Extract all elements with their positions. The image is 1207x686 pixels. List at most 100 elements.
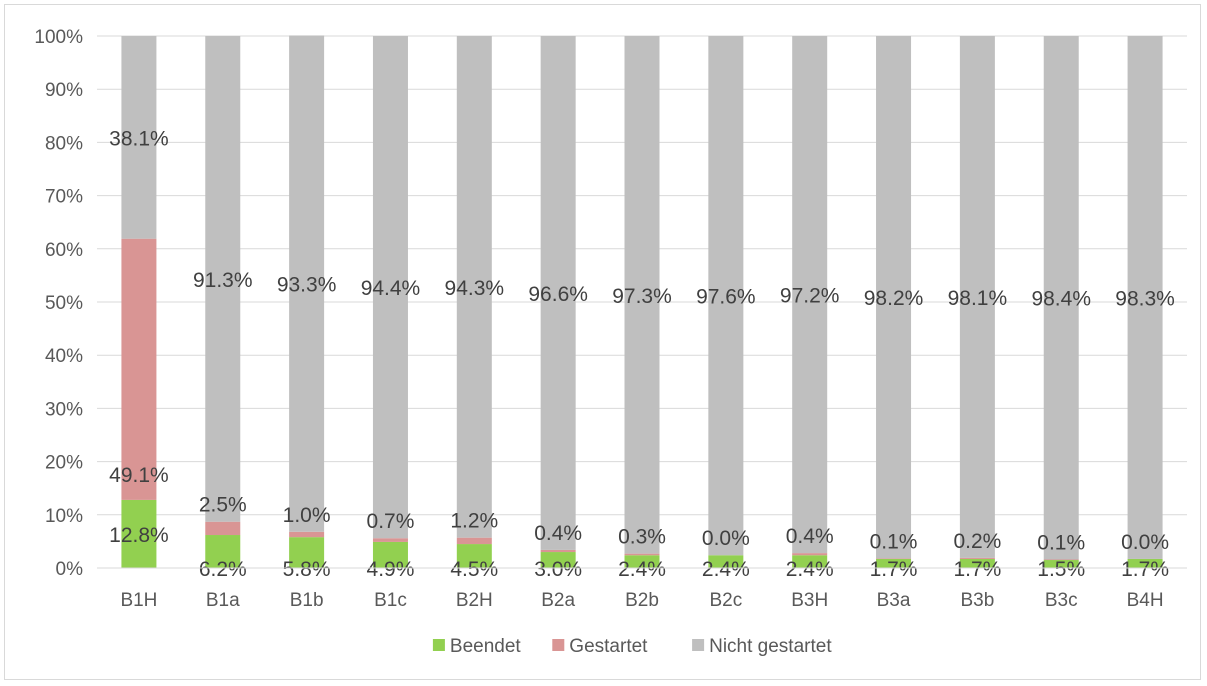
data-label: 2.4% (786, 558, 834, 581)
bar-segment-beendet (372, 541, 408, 568)
data-label: 98.1% (948, 287, 1008, 310)
data-label: 0.7% (367, 510, 415, 533)
bar-segment-nicht-gestartet (121, 36, 157, 239)
bar-segment-nicht-gestartet (1127, 36, 1163, 559)
legend-label: Nicht gestartet (709, 636, 832, 657)
data-label: 98.2% (864, 287, 924, 310)
y-tick-label: 50% (45, 293, 83, 314)
data-label: 12.8% (109, 524, 169, 547)
data-label: 0.1% (1037, 531, 1085, 554)
x-tick-label: B3H (791, 590, 828, 611)
data-label: 96.6% (528, 283, 588, 306)
stacked-percent-bar-chart: 0% 10% 20% 30% 40% 50% 60% 70% 80% 90% 100% 12.8% 4… (34, 27, 1187, 657)
y-axis-ticks: 0% 10% 20% 30% 40% 50% 60% 70% 80% 90% 100% (34, 27, 83, 580)
legend-label: Beendet (450, 636, 522, 657)
bar-segment-beendet (289, 537, 325, 568)
bar-segment-beendet (121, 499, 157, 568)
data-label: 1.2% (450, 510, 498, 533)
bar-segment-gestartet (205, 521, 241, 536)
data-label: 93.3% (277, 274, 337, 297)
data-label: 1.7% (870, 558, 918, 581)
legend-swatch (432, 639, 445, 651)
bar-segment-beendet (959, 558, 995, 568)
x-tick-label: B1c (374, 590, 407, 611)
bar-segment-beendet (708, 555, 744, 568)
data-label: 98.4% (1031, 288, 1091, 311)
bar-segment-gestartet (289, 531, 325, 538)
data-label: 4.5% (450, 558, 498, 581)
legend-swatch (692, 639, 705, 651)
data-label: 1.5% (1037, 558, 1085, 581)
legend-swatch (552, 639, 565, 651)
data-label: 0.4% (786, 525, 834, 548)
data-label: 1.0% (283, 504, 331, 527)
x-tick-label: B2H (456, 590, 493, 611)
y-tick-label: 20% (45, 453, 83, 474)
y-tick-label: 30% (45, 399, 83, 420)
bar-segment-gestartet (959, 557, 995, 559)
y-tick-label: 0% (56, 559, 84, 580)
data-label: 0.0% (702, 527, 750, 550)
bar-segment-nicht-gestartet (540, 36, 576, 550)
data-label: 97.3% (612, 285, 672, 308)
bar-segment-nicht-gestartet (1043, 36, 1079, 560)
x-tick-label: B2b (625, 590, 659, 611)
bar-segment-nicht-gestartet (205, 36, 241, 522)
bar-segment-nicht-gestartet (289, 35, 325, 532)
x-tick-label: B3b (960, 590, 994, 611)
data-label: 2.5% (199, 494, 247, 517)
bar-segment-nicht-gestartet (456, 36, 492, 538)
bar-segment-gestartet (1043, 559, 1079, 561)
bar-segment-beendet (205, 535, 241, 568)
data-label: 5.8% (283, 558, 331, 581)
y-tick-label: 90% (45, 80, 83, 101)
data-label: 0.0% (1121, 531, 1169, 554)
data-label: 97.6% (696, 286, 756, 309)
bar-segment-beendet (792, 555, 828, 568)
x-tick-label: B1H (120, 590, 157, 611)
data-label: 38.1% (109, 127, 169, 150)
bar-segment-beendet (1043, 560, 1079, 568)
bar-segment-nicht-gestartet (959, 36, 995, 558)
data-label: 1.7% (1121, 558, 1169, 581)
y-tick-label: 10% (45, 506, 83, 527)
bar-segment-gestartet (876, 558, 912, 559)
x-tick-label: B2c (709, 590, 742, 611)
bar-segment-gestartet (121, 238, 157, 500)
data-label: 91.3% (193, 269, 253, 292)
data-label: 4.9% (367, 558, 415, 581)
bar-segment-gestartet (792, 553, 828, 556)
bar-segment-beendet (624, 555, 660, 568)
data-labels: 12.8% 49.1% 38.1% 6.2% 2.5% 91.3% 5.8% 1.0% 93.3… (109, 127, 1175, 581)
bar-segment-nicht-gestartet (624, 36, 660, 554)
y-tick-label: 40% (45, 346, 83, 367)
bar-segment-gestartet (372, 538, 408, 542)
bars (121, 35, 1163, 568)
bar-segment-gestartet (624, 553, 660, 556)
x-tick-label: B3c (1045, 590, 1078, 611)
bar-segment-beendet (876, 558, 912, 568)
data-label: 0.2% (953, 530, 1001, 553)
x-tick-label: B1b (290, 590, 324, 611)
bar-segment-nicht-gestartet (708, 36, 744, 556)
bar-segment-beendet (456, 544, 492, 568)
y-tick-label: 80% (45, 133, 83, 154)
data-label: 97.2% (780, 285, 840, 308)
x-tick-label: B4H (1127, 590, 1164, 611)
data-label: 0.1% (870, 530, 918, 553)
bar-segment-beendet (540, 552, 576, 568)
data-label: 94.4% (361, 277, 421, 300)
y-tick-label: 100% (34, 27, 83, 48)
x-tick-label: B2a (541, 590, 575, 611)
data-label: 94.3% (445, 277, 505, 300)
bar-segment-gestartet (540, 549, 576, 553)
y-tick-label: 70% (45, 187, 83, 208)
bar-segment-gestartet (456, 537, 492, 545)
data-label: 6.2% (199, 558, 247, 581)
data-label: 0.3% (618, 526, 666, 549)
data-label: 1.7% (953, 558, 1001, 581)
legend-label: Gestartet (569, 636, 648, 657)
data-label: 49.1% (109, 464, 169, 487)
bar-segment-nicht-gestartet (876, 36, 912, 559)
x-axis-ticks: B1H B1a B1b B1c B2H B2a B2b B2c B3H B3a B3b B3c B4H (97, 567, 1187, 611)
